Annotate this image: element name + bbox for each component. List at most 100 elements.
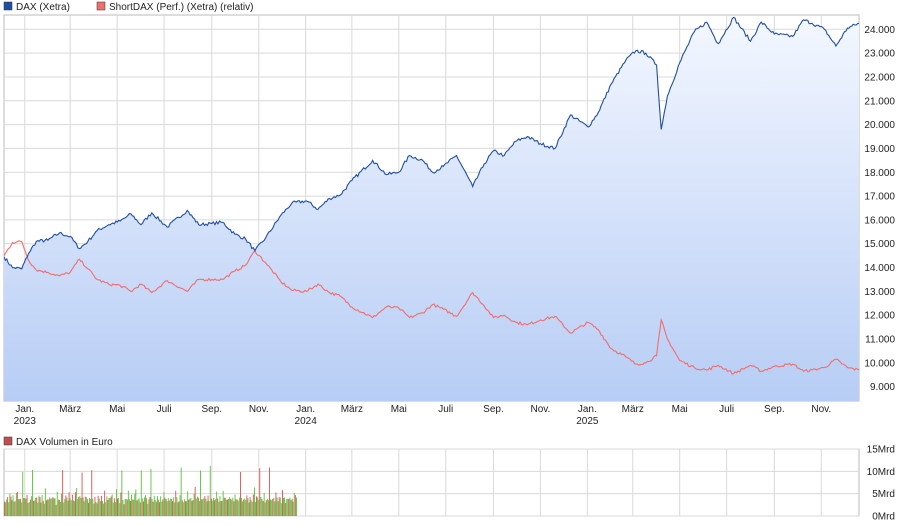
volume-bar <box>146 498 148 516</box>
volume-bar <box>25 498 27 516</box>
volume-bar <box>152 501 154 516</box>
volume-bar <box>196 496 198 516</box>
volume-bar <box>194 486 196 516</box>
price-x-tick-label: Mai <box>391 404 407 415</box>
volume-bar <box>98 498 100 516</box>
volume-bar <box>66 497 68 516</box>
volume-bar <box>238 497 240 516</box>
volume-bar <box>40 502 42 516</box>
volume-bar <box>228 499 229 516</box>
price-y-tick-label: 16.000 <box>864 215 895 226</box>
volume-bar <box>14 501 16 516</box>
legend-swatch-shortdax <box>96 1 106 11</box>
volume-bar <box>201 499 203 516</box>
volume-bar <box>134 493 136 516</box>
volume-bar <box>23 497 25 516</box>
volume-bar <box>209 465 211 516</box>
volume-bar <box>278 497 280 516</box>
volume-bar <box>48 499 50 516</box>
volume-bar <box>32 469 33 516</box>
volume-bar <box>283 498 284 516</box>
volume-bar <box>210 498 212 516</box>
price-y-tick-label: 17.000 <box>864 192 895 203</box>
volume-bar <box>91 470 93 516</box>
volume-bar <box>101 495 102 516</box>
volume-bar <box>213 497 214 516</box>
volume-bar <box>109 498 111 516</box>
volume-bar <box>122 499 124 516</box>
volume-bar <box>33 500 34 516</box>
volume-bar <box>28 502 30 516</box>
volume-bar <box>279 497 281 516</box>
volume-bar <box>144 497 145 516</box>
volume-bar <box>200 470 201 516</box>
legend: DAX (Xetra) ShortDAX (Perf.) (Xetra) (re… <box>3 1 253 13</box>
volume-bar <box>197 497 199 516</box>
price-x-tick-label: Juli <box>157 404 172 415</box>
volume-bar <box>39 497 41 516</box>
volume-bar <box>292 501 294 516</box>
volume-bar <box>246 495 248 516</box>
volume-bar <box>77 499 79 516</box>
volume-bar <box>266 498 268 516</box>
volume-bar <box>161 501 163 516</box>
volume-bar <box>116 489 117 516</box>
volume-bar <box>55 504 57 516</box>
volume-bar <box>285 502 287 516</box>
volume-bar <box>107 499 109 516</box>
volume-bar <box>71 494 73 516</box>
volume-bar <box>75 492 76 516</box>
volume-bar <box>264 502 266 516</box>
volume-bar <box>79 496 81 516</box>
volume-bar <box>280 503 282 516</box>
volume-bar <box>129 499 130 516</box>
volume-bar <box>160 496 162 516</box>
volume-bar <box>120 492 122 516</box>
volume-bar <box>126 499 128 516</box>
price-x-tick-label: Mai <box>109 404 125 415</box>
dax-line[interactable] <box>4 16 859 270</box>
volume-bar <box>265 500 267 516</box>
volume-bar <box>4 501 5 516</box>
volume-bar <box>211 500 213 516</box>
volume-bar <box>176 497 178 516</box>
volume-bar <box>35 498 37 516</box>
legend-item-shortdax[interactable]: ShortDAX (Perf.) (Xetra) (relativ) <box>96 1 253 13</box>
price-x-tick-label: Sep. <box>483 404 504 415</box>
volume-bar <box>89 498 90 516</box>
volume-bar <box>277 501 279 516</box>
price-x-tick-label: Nov. <box>811 404 831 415</box>
shortdax-line[interactable] <box>4 240 859 375</box>
volume-bar <box>99 501 101 516</box>
volume-bar <box>84 496 86 516</box>
volume-bar <box>140 470 142 516</box>
volume-bar <box>113 498 115 516</box>
volume-bar <box>255 502 256 516</box>
volume-bar <box>294 495 296 516</box>
volume-bar <box>272 499 274 516</box>
legend-item-dax[interactable]: DAX (Xetra) <box>3 1 70 13</box>
volume-bar <box>289 497 291 516</box>
volume-bar <box>80 498 82 516</box>
price-y-tick-label: 15.000 <box>864 239 895 250</box>
volume-bar <box>36 497 38 516</box>
volume-bar <box>195 498 197 516</box>
volume-bar <box>242 501 243 516</box>
volume-bar <box>13 501 15 516</box>
legend-label-shortdax: ShortDAX (Perf.) (Xetra) (relativ) <box>109 2 253 13</box>
volume-y-tick-label: 0Mrd <box>872 512 895 523</box>
volume-bar <box>191 500 193 516</box>
volume-bar <box>131 494 132 516</box>
price-x-tick-label: Mai <box>672 404 688 415</box>
volume-bar <box>119 503 121 516</box>
volume-bar <box>53 498 55 516</box>
price-x-tick-label: Sep. <box>201 404 222 415</box>
volume-bar <box>115 502 116 516</box>
volume-bar <box>37 502 39 516</box>
volume-bars <box>4 465 297 516</box>
volume-bar <box>135 489 137 516</box>
volume-bar <box>188 499 190 516</box>
volume-bar <box>219 496 221 516</box>
volume-bar <box>21 502 23 516</box>
volume-bar <box>232 497 234 516</box>
